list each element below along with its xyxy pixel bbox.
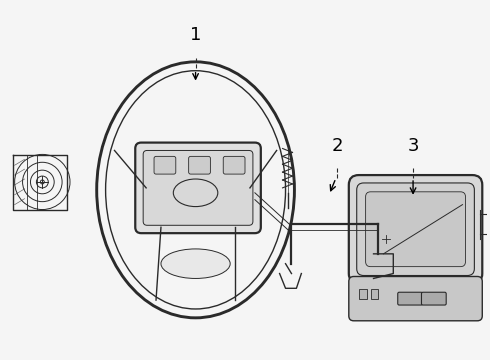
FancyBboxPatch shape xyxy=(366,192,466,267)
FancyBboxPatch shape xyxy=(154,156,176,174)
FancyBboxPatch shape xyxy=(223,156,245,174)
FancyBboxPatch shape xyxy=(189,156,210,174)
FancyBboxPatch shape xyxy=(398,292,422,305)
Text: 1: 1 xyxy=(190,26,201,44)
Text: 2: 2 xyxy=(331,138,343,156)
FancyBboxPatch shape xyxy=(349,276,482,321)
FancyBboxPatch shape xyxy=(143,150,253,225)
Text: 3: 3 xyxy=(407,138,419,156)
FancyBboxPatch shape xyxy=(135,143,261,233)
FancyBboxPatch shape xyxy=(349,175,482,283)
FancyBboxPatch shape xyxy=(359,289,367,299)
FancyBboxPatch shape xyxy=(370,289,378,299)
Ellipse shape xyxy=(161,249,230,278)
FancyBboxPatch shape xyxy=(421,292,446,305)
FancyBboxPatch shape xyxy=(357,183,474,275)
